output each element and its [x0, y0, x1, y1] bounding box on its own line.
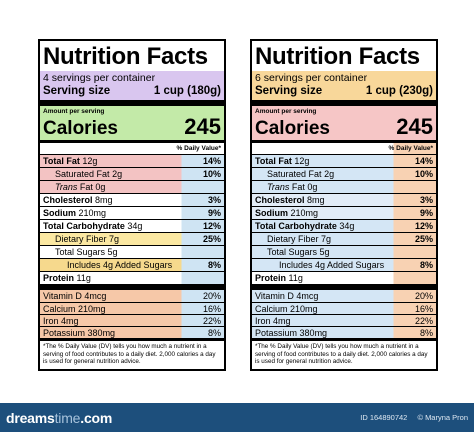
divider-thick [40, 284, 224, 290]
calories-label: Calories [255, 118, 330, 139]
daily-value-footnote: *The % Daily Value (DV) tells you how mu… [43, 343, 216, 366]
calories-row: Calories 245 [43, 116, 221, 139]
nutrient-pct: 14% [414, 156, 433, 166]
nutrient-row-protein: Protein 11g [252, 271, 436, 284]
daily-value-header: % Daily Value* [252, 143, 436, 154]
serving-size-label: Serving size [255, 85, 323, 97]
serving-block: 6 servings per container Serving size 1 … [252, 71, 436, 100]
servings-per-container: 6 servings per container [255, 72, 368, 84]
nutrient-row-cholesterol: Cholesterol 8mg 3% [40, 193, 224, 206]
nutrient-row-sodium: Sodium 210mg 9% [40, 206, 224, 219]
nutrient-pct: 8% [419, 260, 433, 270]
nutrient-row-dietary-fiber: Dietary Fiber 7g 25% [252, 232, 436, 245]
nutrient-row-trans-fat: Trans Fat 0g [40, 180, 224, 193]
nutrient-row-cholesterol: Cholesterol 8mg 3% [252, 193, 436, 206]
vitamin-row-potassium: Potassium 380mg 8% [40, 326, 224, 338]
nutrient-pct: 9% [419, 208, 433, 218]
copyright: © Maryna Pron [417, 413, 468, 422]
nutrient-row-added-sugars: Includes 4g Added Sugars 8% [252, 258, 436, 271]
footer-meta: ID 164890742 © Maryna Pron [352, 413, 468, 422]
nutrient-pct: 3% [419, 195, 433, 205]
serving-size-row: Serving size 1 cup (180g) [43, 84, 221, 98]
nutrient-row-added-sugars: Includes 4g Added Sugars 8% [40, 258, 224, 271]
nutrient-row-total-carbohydrate: Total Carbohydrate 34g 12% [252, 219, 436, 232]
nutrient-pct: 10% [414, 169, 433, 179]
nutrient-pct: 25% [414, 234, 433, 244]
divider-medium [252, 338, 436, 341]
vitamin-row-vitamin-d: Vitamin D 4mcg 20% [252, 290, 436, 302]
nutrient-row-saturated-fat: Saturated Fat 2g 10% [252, 167, 436, 180]
divider-thick [252, 284, 436, 290]
calories-block: Amount per serving Calories 245 [252, 106, 436, 140]
daily-value-footnote: *The % Daily Value (DV) tells you how mu… [255, 343, 428, 366]
divider-medium [40, 338, 224, 341]
nutrient-row-total-fat: Total Fat 12g 14% [252, 154, 436, 167]
divider-thick [40, 100, 224, 106]
servings-per-container: 4 servings per container [43, 72, 156, 84]
calories-row: Calories 245 [255, 116, 433, 139]
nutrient-row-dietary-fiber: Dietary Fiber 7g 25% [40, 232, 224, 245]
amount-per-serving: Amount per serving [43, 108, 105, 115]
nutrient-pct: 8% [207, 260, 221, 270]
calories-label: Calories [43, 118, 118, 139]
label-title: Nutrition Facts [255, 43, 420, 70]
label-title: Nutrition Facts [43, 43, 208, 70]
vitamin-row-iron: Iron 4mg 22% [252, 314, 436, 326]
serving-size-value: 1 cup (180g) [153, 85, 221, 97]
nutrient-row-total-sugars: Total Sugars 5g [40, 245, 224, 258]
daily-value-header: % Daily Value* [176, 145, 221, 152]
calories-value: 245 [396, 114, 433, 139]
vitamin-row-potassium: Potassium 380mg 8% [252, 326, 436, 338]
brand-logo: dreamstime.com [6, 409, 113, 426]
nutrient-row-total-sugars: Total Sugars 5g [252, 245, 436, 258]
vitamin-row-vitamin-d: Vitamin D 4mcg 20% [40, 290, 224, 302]
vitamin-row-calcium: Calcium 210mg 16% [40, 302, 224, 314]
nutrient-pct: 3% [207, 195, 221, 205]
nutrient-pct: 14% [202, 156, 221, 166]
nutrient-row-sodium: Sodium 210mg 9% [252, 206, 436, 219]
nutrient-pct: 12% [202, 221, 221, 231]
nutrition-label-left: Nutrition Facts 4 servings per container… [38, 39, 226, 371]
nutrient-pct: 9% [207, 208, 221, 218]
serving-block: 4 servings per container Serving size 1 … [40, 71, 224, 100]
calories-block: Amount per serving Calories 245 [40, 106, 224, 140]
nutrient-row-total-carbohydrate: Total Carbohydrate 34g 12% [40, 219, 224, 232]
nutrition-label-right: Nutrition Facts 6 servings per container… [250, 39, 438, 371]
nutrient-row-total-fat: Total Fat 12g 14% [40, 154, 224, 167]
divider-thick [252, 100, 436, 106]
divider-medium [40, 140, 224, 143]
nutrient-pct: 12% [414, 221, 433, 231]
amount-per-serving: Amount per serving [255, 108, 317, 115]
image-id: ID 164890742 [360, 413, 408, 422]
nutrient-row-saturated-fat: Saturated Fat 2g 10% [40, 167, 224, 180]
nutrient-row-trans-fat: Trans Fat 0g [252, 180, 436, 193]
serving-size-row: Serving size 1 cup (230g) [255, 84, 433, 98]
stock-footer-bar: dreamstime.com ID 164890742 © Maryna Pro… [0, 403, 474, 432]
nutrient-pct: 25% [202, 234, 221, 244]
vitamin-row-calcium: Calcium 210mg 16% [252, 302, 436, 314]
serving-size-label: Serving size [43, 85, 111, 97]
serving-size-value: 1 cup (230g) [365, 85, 433, 97]
nutrient-pct: 10% [202, 169, 221, 179]
calories-value: 245 [184, 114, 221, 139]
nutrient-row-protein: Protein 11g [40, 271, 224, 284]
divider-medium [252, 140, 436, 143]
vitamin-row-iron: Iron 4mg 22% [40, 314, 224, 326]
